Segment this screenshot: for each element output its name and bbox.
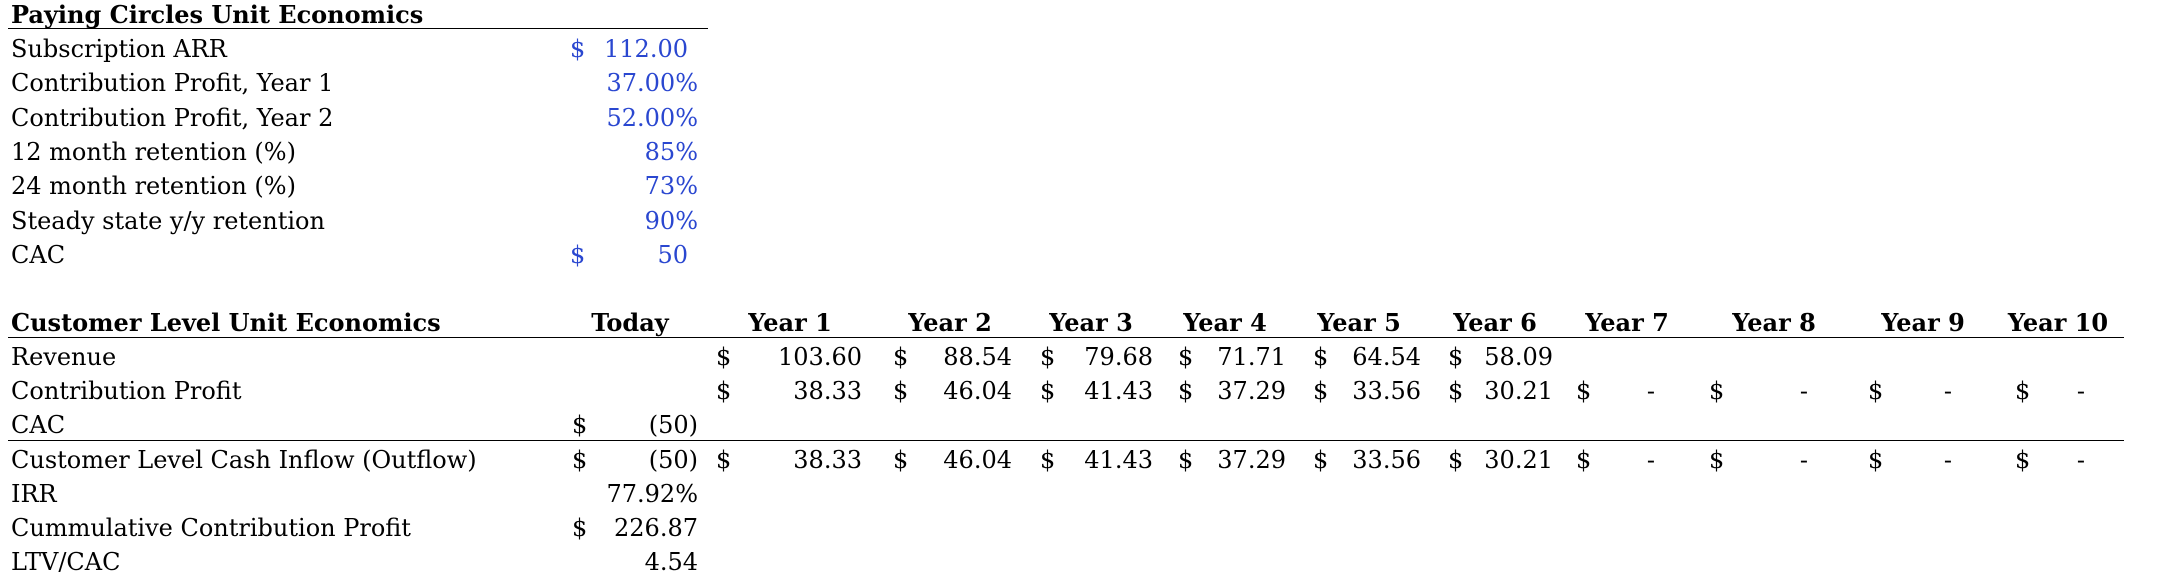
year-currency: $ xyxy=(2015,446,2031,474)
year-value: 46.04 xyxy=(943,446,1012,474)
year-currency: $ xyxy=(893,446,909,474)
year-currency: $ xyxy=(1709,446,1725,474)
year-value: 37.29 xyxy=(1217,446,1286,474)
column-header: Year 8 xyxy=(1732,308,1816,337)
year-currency: $ xyxy=(716,343,732,371)
today-value: (50) xyxy=(648,446,698,474)
assumption-label: Contribution Profit, Year 2 xyxy=(11,104,334,132)
assumption-value: 50 xyxy=(657,241,688,269)
today-value: 226.87 xyxy=(614,514,698,542)
today-value: (50) xyxy=(648,411,698,439)
column-header: Year 10 xyxy=(2007,308,2109,337)
year-value: 38.33 xyxy=(793,377,862,405)
year-currency: $ xyxy=(1576,377,1592,405)
year-currency: $ xyxy=(1178,377,1194,405)
year-value: 46.04 xyxy=(943,377,1012,405)
assumption-value: 85% xyxy=(644,138,698,166)
year-currency: $ xyxy=(1448,343,1464,371)
today-value: 77.92% xyxy=(606,480,698,508)
year-currency: $ xyxy=(716,377,732,405)
year-value: 33.56 xyxy=(1352,446,1421,474)
year-currency: $ xyxy=(1448,377,1464,405)
year-value: 41.43 xyxy=(1084,377,1153,405)
row-label: Revenue xyxy=(11,343,117,371)
column-header: Today xyxy=(591,308,669,337)
column-header: Year 2 xyxy=(908,308,992,337)
year-value: 41.43 xyxy=(1084,446,1153,474)
assumption-label: CAC xyxy=(11,241,66,269)
assumption-label: 24 month retention (%) xyxy=(11,172,296,200)
assumption-currency: $ xyxy=(570,35,586,63)
year-value: 88.54 xyxy=(943,343,1012,371)
year-currency: $ xyxy=(1178,446,1194,474)
year-value: 71.71 xyxy=(1217,343,1286,371)
assumption-value: 73% xyxy=(644,172,698,200)
year-value: - xyxy=(2076,446,2085,474)
year-currency: $ xyxy=(1313,446,1329,474)
column-header: Year 1 xyxy=(748,308,832,337)
assumption-value: 37.00% xyxy=(606,69,698,97)
customer-title: Customer Level Unit Economics xyxy=(11,308,441,337)
row-label: Cummulative Contribution Profit xyxy=(11,514,411,542)
column-header: Year 5 xyxy=(1317,308,1401,337)
year-currency: $ xyxy=(1040,446,1056,474)
row-label: Customer Level Cash Inflow (Outflow) xyxy=(11,446,477,474)
year-currency: $ xyxy=(893,377,909,405)
year-currency: $ xyxy=(1448,446,1464,474)
year-value: 30.21 xyxy=(1484,446,1553,474)
year-currency: $ xyxy=(1313,343,1329,371)
year-value: 79.68 xyxy=(1084,343,1153,371)
today-currency: $ xyxy=(572,446,588,474)
cac-row-underline xyxy=(8,440,2124,441)
today-currency: $ xyxy=(572,514,588,542)
row-label: IRR xyxy=(11,480,57,508)
row-label: Contribution Profit xyxy=(11,377,242,405)
year-currency: $ xyxy=(1868,377,1884,405)
year-currency: $ xyxy=(893,343,909,371)
year-value: 103.60 xyxy=(778,343,862,371)
year-value: 30.21 xyxy=(1484,377,1553,405)
year-value: - xyxy=(1799,446,1808,474)
assumption-value: 90% xyxy=(644,207,698,235)
column-header: Year 9 xyxy=(1881,308,1965,337)
year-value: - xyxy=(1943,446,1952,474)
year-value: - xyxy=(2076,377,2085,405)
customer-header-underline xyxy=(8,337,2124,338)
year-currency: $ xyxy=(1040,343,1056,371)
year-value: 64.54 xyxy=(1352,343,1421,371)
assumption-value: 112.00 xyxy=(604,35,688,63)
assumption-currency: $ xyxy=(570,241,586,269)
column-header: Year 7 xyxy=(1585,308,1669,337)
year-currency: $ xyxy=(1868,446,1884,474)
column-header: Year 6 xyxy=(1453,308,1537,337)
today-currency: $ xyxy=(572,411,588,439)
year-value: 37.29 xyxy=(1217,377,1286,405)
assumption-value: 52.00% xyxy=(606,104,698,132)
year-value: 33.56 xyxy=(1352,377,1421,405)
assumption-label: 12 month retention (%) xyxy=(11,138,296,166)
year-currency: $ xyxy=(1178,343,1194,371)
year-value: - xyxy=(1646,377,1655,405)
column-header: Year 3 xyxy=(1049,308,1133,337)
year-value: 38.33 xyxy=(793,446,862,474)
year-value: - xyxy=(1943,377,1952,405)
today-value: 4.54 xyxy=(644,548,698,576)
year-value: - xyxy=(1799,377,1808,405)
assumptions-title-underline xyxy=(8,28,708,29)
year-value: - xyxy=(1646,446,1655,474)
assumption-label: Contribution Profit, Year 1 xyxy=(11,69,334,97)
year-currency: $ xyxy=(1576,446,1592,474)
year-currency: $ xyxy=(1040,377,1056,405)
year-currency: $ xyxy=(1709,377,1725,405)
row-label: LTV/CAC xyxy=(11,548,121,576)
year-currency: $ xyxy=(716,446,732,474)
assumption-label: Steady state y/y retention xyxy=(11,207,325,235)
year-currency: $ xyxy=(2015,377,2031,405)
assumption-label: Subscription ARR xyxy=(11,35,227,63)
year-value: 58.09 xyxy=(1484,343,1553,371)
row-label: CAC xyxy=(11,411,66,439)
assumptions-title: Paying Circles Unit Economics xyxy=(11,0,424,29)
year-currency: $ xyxy=(1313,377,1329,405)
column-header: Year 4 xyxy=(1183,308,1267,337)
